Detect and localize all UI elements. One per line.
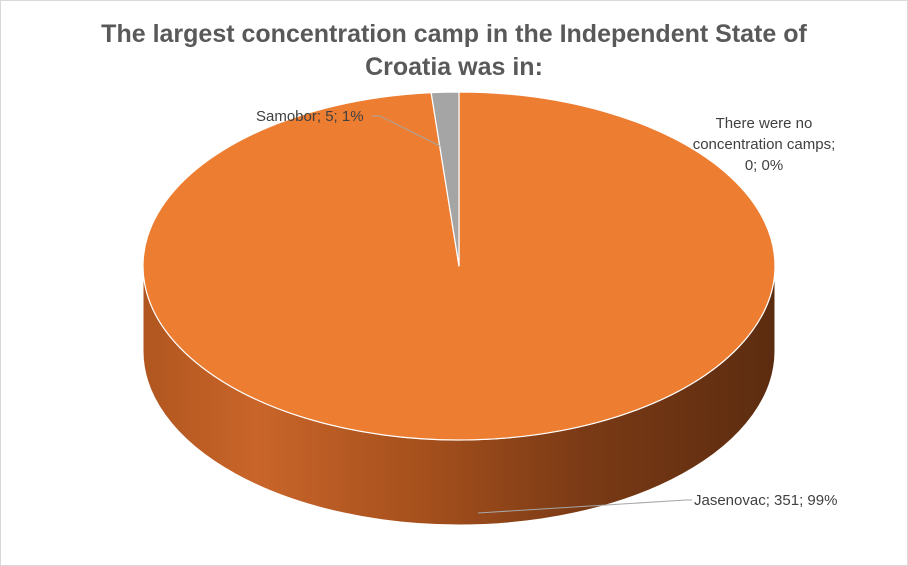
chart-title-line-2: Croatia was in: (365, 53, 543, 81)
leader-line-jasenovac (477, 499, 692, 514)
pie-slice-samobor (430, 91, 460, 267)
data-label-samobor: Samobor; 5; 1% (256, 108, 364, 125)
leader-line-samobor (372, 115, 441, 147)
data-label-no-camps: There were no concentration camps; 0; 0% (693, 115, 836, 174)
data-label-jasenovac: Jasenovac; 351; 99% (694, 492, 837, 509)
data-label-no-camps-line: There were no (716, 115, 813, 132)
chart-title-line-1: The largest concentration camp in the In… (101, 20, 807, 48)
data-label-no-camps-line: 0; 0% (745, 157, 783, 174)
data-label-no-camps-line: concentration camps; (693, 136, 836, 153)
chart-title: The largest concentration camp in the In… (0, 18, 908, 84)
